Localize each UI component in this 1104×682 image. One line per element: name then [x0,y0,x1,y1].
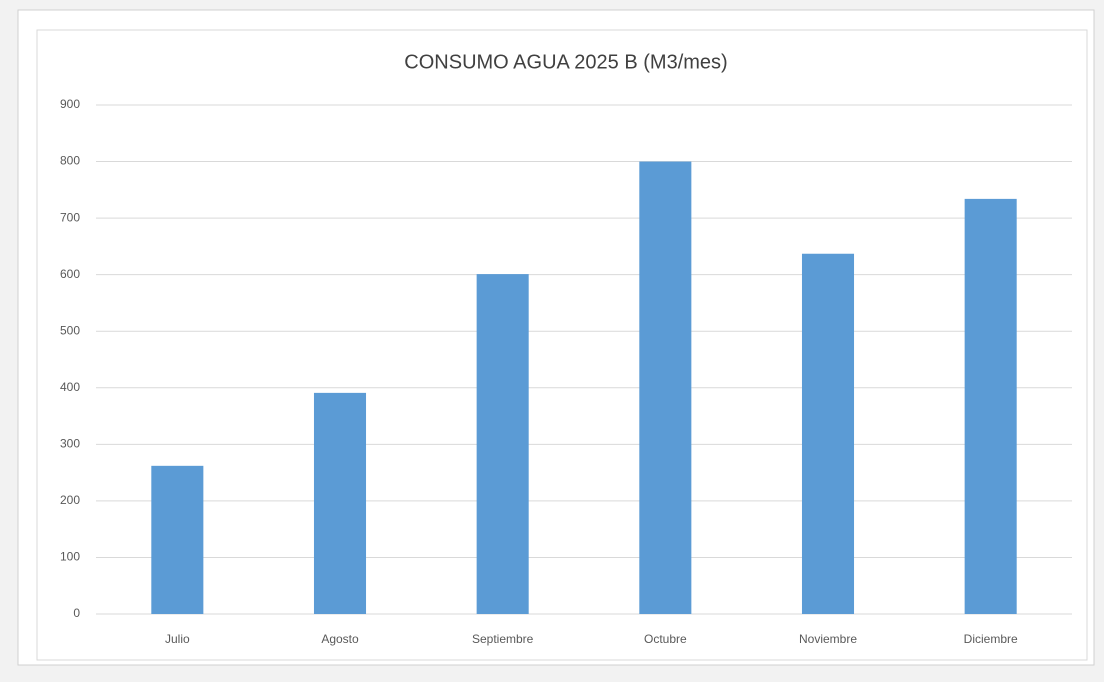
chart-area [36,29,1088,661]
y-tick-label: 300 [60,437,80,451]
x-tick-label: Julio [165,632,190,646]
x-tick-label: Septiembre [472,632,534,646]
y-tick-label: 200 [60,493,80,507]
bar [801,253,855,615]
x-tick-label: Diciembre [964,632,1018,646]
bar [964,198,1017,615]
y-tick-label: 0 [73,606,80,620]
x-tick-label: Noviembre [799,632,857,646]
y-tick-label: 500 [60,323,80,337]
x-tick-label: Agosto [321,632,359,646]
y-tick-label: 100 [60,550,80,564]
y-tick-label: 800 [60,154,80,168]
y-tick-label: 600 [60,267,80,281]
y-tick-label: 400 [60,380,80,394]
bar [639,161,692,615]
chart-title: CONSUMO AGUA 2025 B (M3/mes) [404,51,727,73]
bar [313,392,367,614]
y-tick-label: 700 [60,210,80,224]
bar [476,274,529,614]
x-tick-label: Octubre [644,632,687,646]
y-tick-label: 900 [60,97,80,111]
bar [151,465,204,614]
